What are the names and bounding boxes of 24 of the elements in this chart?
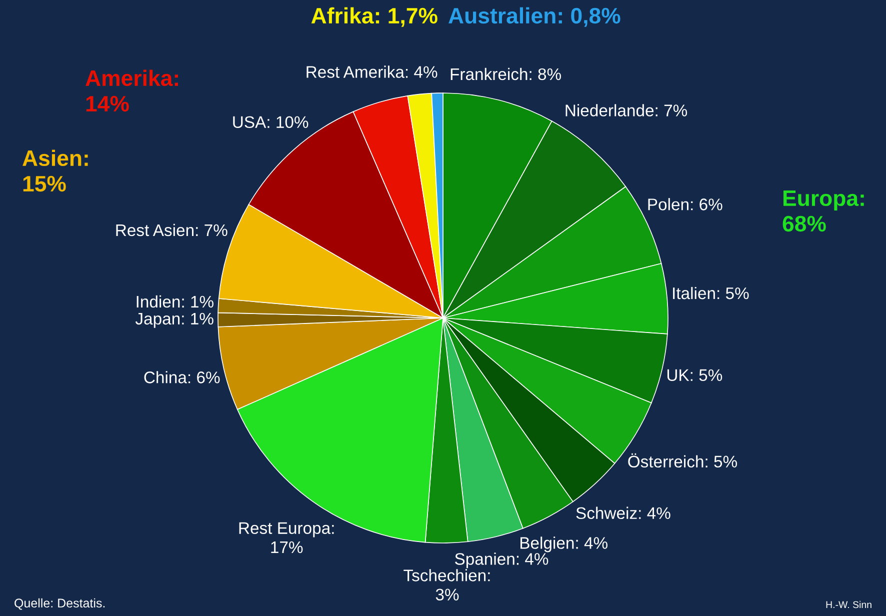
- text: Australien: 0,8%: [448, 7, 620, 27]
- slice-label: Italien: 5%: [673, 286, 749, 300]
- slice-label: UK: 5%: [667, 369, 722, 382]
- slice-label: Niederlande: 7%: [566, 104, 688, 116]
- slice-label: Schweiz: 4%: [576, 506, 670, 520]
- slice-label: Japan: 1%: [135, 312, 214, 328]
- slice-label: Tschechien: 3%: [404, 569, 490, 601]
- slice-label: Rest Amerika: 4%: [306, 66, 438, 78]
- slice-label: Polen: 6%: [648, 198, 722, 210]
- slice-label: Frankreich: 8%: [450, 68, 561, 80]
- slice-label: China: 6%: [144, 371, 220, 384]
- text: Amerika: 14%: [86, 70, 178, 112]
- slice-label: Österreich: 5%: [628, 453, 737, 468]
- text: Europa: 68%: [782, 190, 864, 232]
- slice-label: Rest Europa: 17%: [239, 522, 334, 554]
- slice-label: Indien: 1%: [136, 295, 214, 308]
- text: Asien: 15%: [22, 150, 88, 192]
- text: H.-W. Sinn: [826, 600, 872, 608]
- slice-label: Belgien: 4%: [520, 536, 608, 552]
- slice-label: Spanien: 4%: [455, 552, 548, 568]
- slice-label: Rest Asien: 7%: [116, 224, 228, 236]
- text: Afrika: 1,7%: [311, 7, 438, 27]
- slice-label: USA: 10%: [233, 116, 308, 128]
- source-note: Quelle: Destatis.: [14, 598, 105, 610]
